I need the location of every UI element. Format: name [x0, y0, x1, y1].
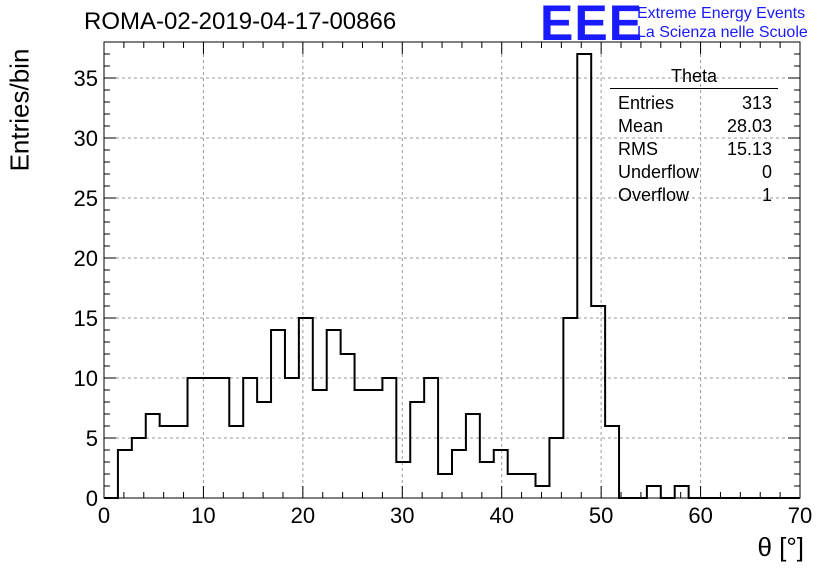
y-tick-label: 0: [86, 486, 98, 511]
histogram-bin: [424, 378, 438, 498]
histogram-bin: [341, 354, 355, 498]
histogram-bin: [118, 450, 132, 498]
org-line-1: Extreme Energy Events: [637, 5, 806, 22]
histogram-bin: [563, 318, 577, 498]
histogram-bin: [605, 426, 619, 498]
stats-row-underflow: Underflow 0: [610, 162, 778, 185]
y-tick-label: 5: [86, 426, 98, 451]
stats-label: Underflow: [618, 162, 700, 182]
stats-value: 28.03: [726, 116, 772, 136]
x-tick-label: 40: [489, 503, 513, 528]
chart-title: ROMA-02-2019-04-17-00866: [84, 8, 397, 35]
histogram-bin: [174, 426, 188, 498]
histogram-bin: [132, 438, 146, 498]
histogram-bin: [257, 402, 271, 498]
x-tick-label: 70: [788, 503, 812, 528]
histogram-bin: [160, 426, 174, 498]
histogram-bin: [452, 450, 466, 498]
stats-row-rms: RMS 15.13: [610, 139, 778, 162]
org-name: Extreme Energy Events La Scienza nelle S…: [637, 4, 808, 42]
histogram-bin: [480, 462, 494, 498]
histogram-bin: [494, 450, 508, 498]
x-tick-label: 30: [390, 503, 414, 528]
x-axis-label: θ [°]: [757, 532, 804, 562]
eee-logo: EEE: [540, 0, 644, 51]
histogram-bin: [146, 414, 160, 498]
histogram-bin: [327, 330, 341, 498]
stats-label: Overflow: [618, 185, 690, 205]
stats-value: 313: [741, 93, 772, 113]
histogram-bin: [647, 486, 661, 498]
stats-value: 1: [761, 185, 772, 205]
stats-label: Mean: [618, 116, 664, 136]
histogram-bin: [313, 390, 327, 498]
histogram-bin: [215, 378, 229, 498]
stats-row-mean: Mean 28.03: [610, 116, 778, 139]
stats-label: Entries: [618, 93, 675, 113]
histogram-bin: [396, 462, 410, 498]
histogram-bin: [675, 486, 689, 498]
histogram-bin: [410, 402, 424, 498]
y-tick-label: 20: [74, 246, 98, 271]
histogram-bin: [355, 390, 369, 498]
x-tick-label: 10: [191, 503, 215, 528]
histogram-bin: [508, 474, 522, 498]
y-tick-label: 35: [74, 66, 98, 91]
histogram-bin: [522, 474, 536, 498]
histogram-bin: [271, 330, 285, 498]
histogram-bin: [549, 438, 563, 498]
stats-box: Theta Entries 313 Mean 28.03 RMS 15.13 Unde…: [610, 66, 778, 208]
histogram-bin: [466, 414, 480, 498]
x-tick-label: 60: [688, 503, 712, 528]
stats-row-entries: Entries 313: [610, 93, 778, 116]
histogram-bin: [299, 318, 313, 498]
histogram-bin: [229, 426, 243, 498]
histogram-bin: [382, 378, 396, 498]
histogram-bin: [577, 54, 591, 498]
histogram-bin: [438, 474, 452, 498]
y-axis-label: Entries/bin: [4, 48, 35, 172]
stats-value: 15.13: [726, 139, 772, 159]
y-tick-label: 10: [74, 366, 98, 391]
stats-label: RMS: [618, 139, 658, 159]
stats-value: 0: [761, 162, 772, 182]
histogram-bin: [201, 378, 215, 498]
histogram-bin: [368, 390, 382, 498]
org-line-2: La Scienza nelle Scuole: [637, 24, 808, 41]
histogram-bin: [188, 378, 202, 498]
y-tick-label: 30: [74, 126, 98, 151]
y-tick-label: 25: [74, 186, 98, 211]
histogram-bin: [285, 378, 299, 498]
stats-title: Theta: [610, 66, 778, 89]
x-tick-label: 50: [589, 503, 613, 528]
x-tick-label: 20: [291, 503, 315, 528]
histogram-bin: [243, 378, 257, 498]
stats-row-overflow: Overflow 1: [610, 185, 778, 208]
histogram-outline: [104, 53, 800, 499]
histogram-bin: [591, 306, 605, 498]
y-tick-label: 15: [74, 306, 98, 331]
histogram-bin: [536, 486, 550, 498]
x-tick-label: 0: [98, 503, 110, 528]
